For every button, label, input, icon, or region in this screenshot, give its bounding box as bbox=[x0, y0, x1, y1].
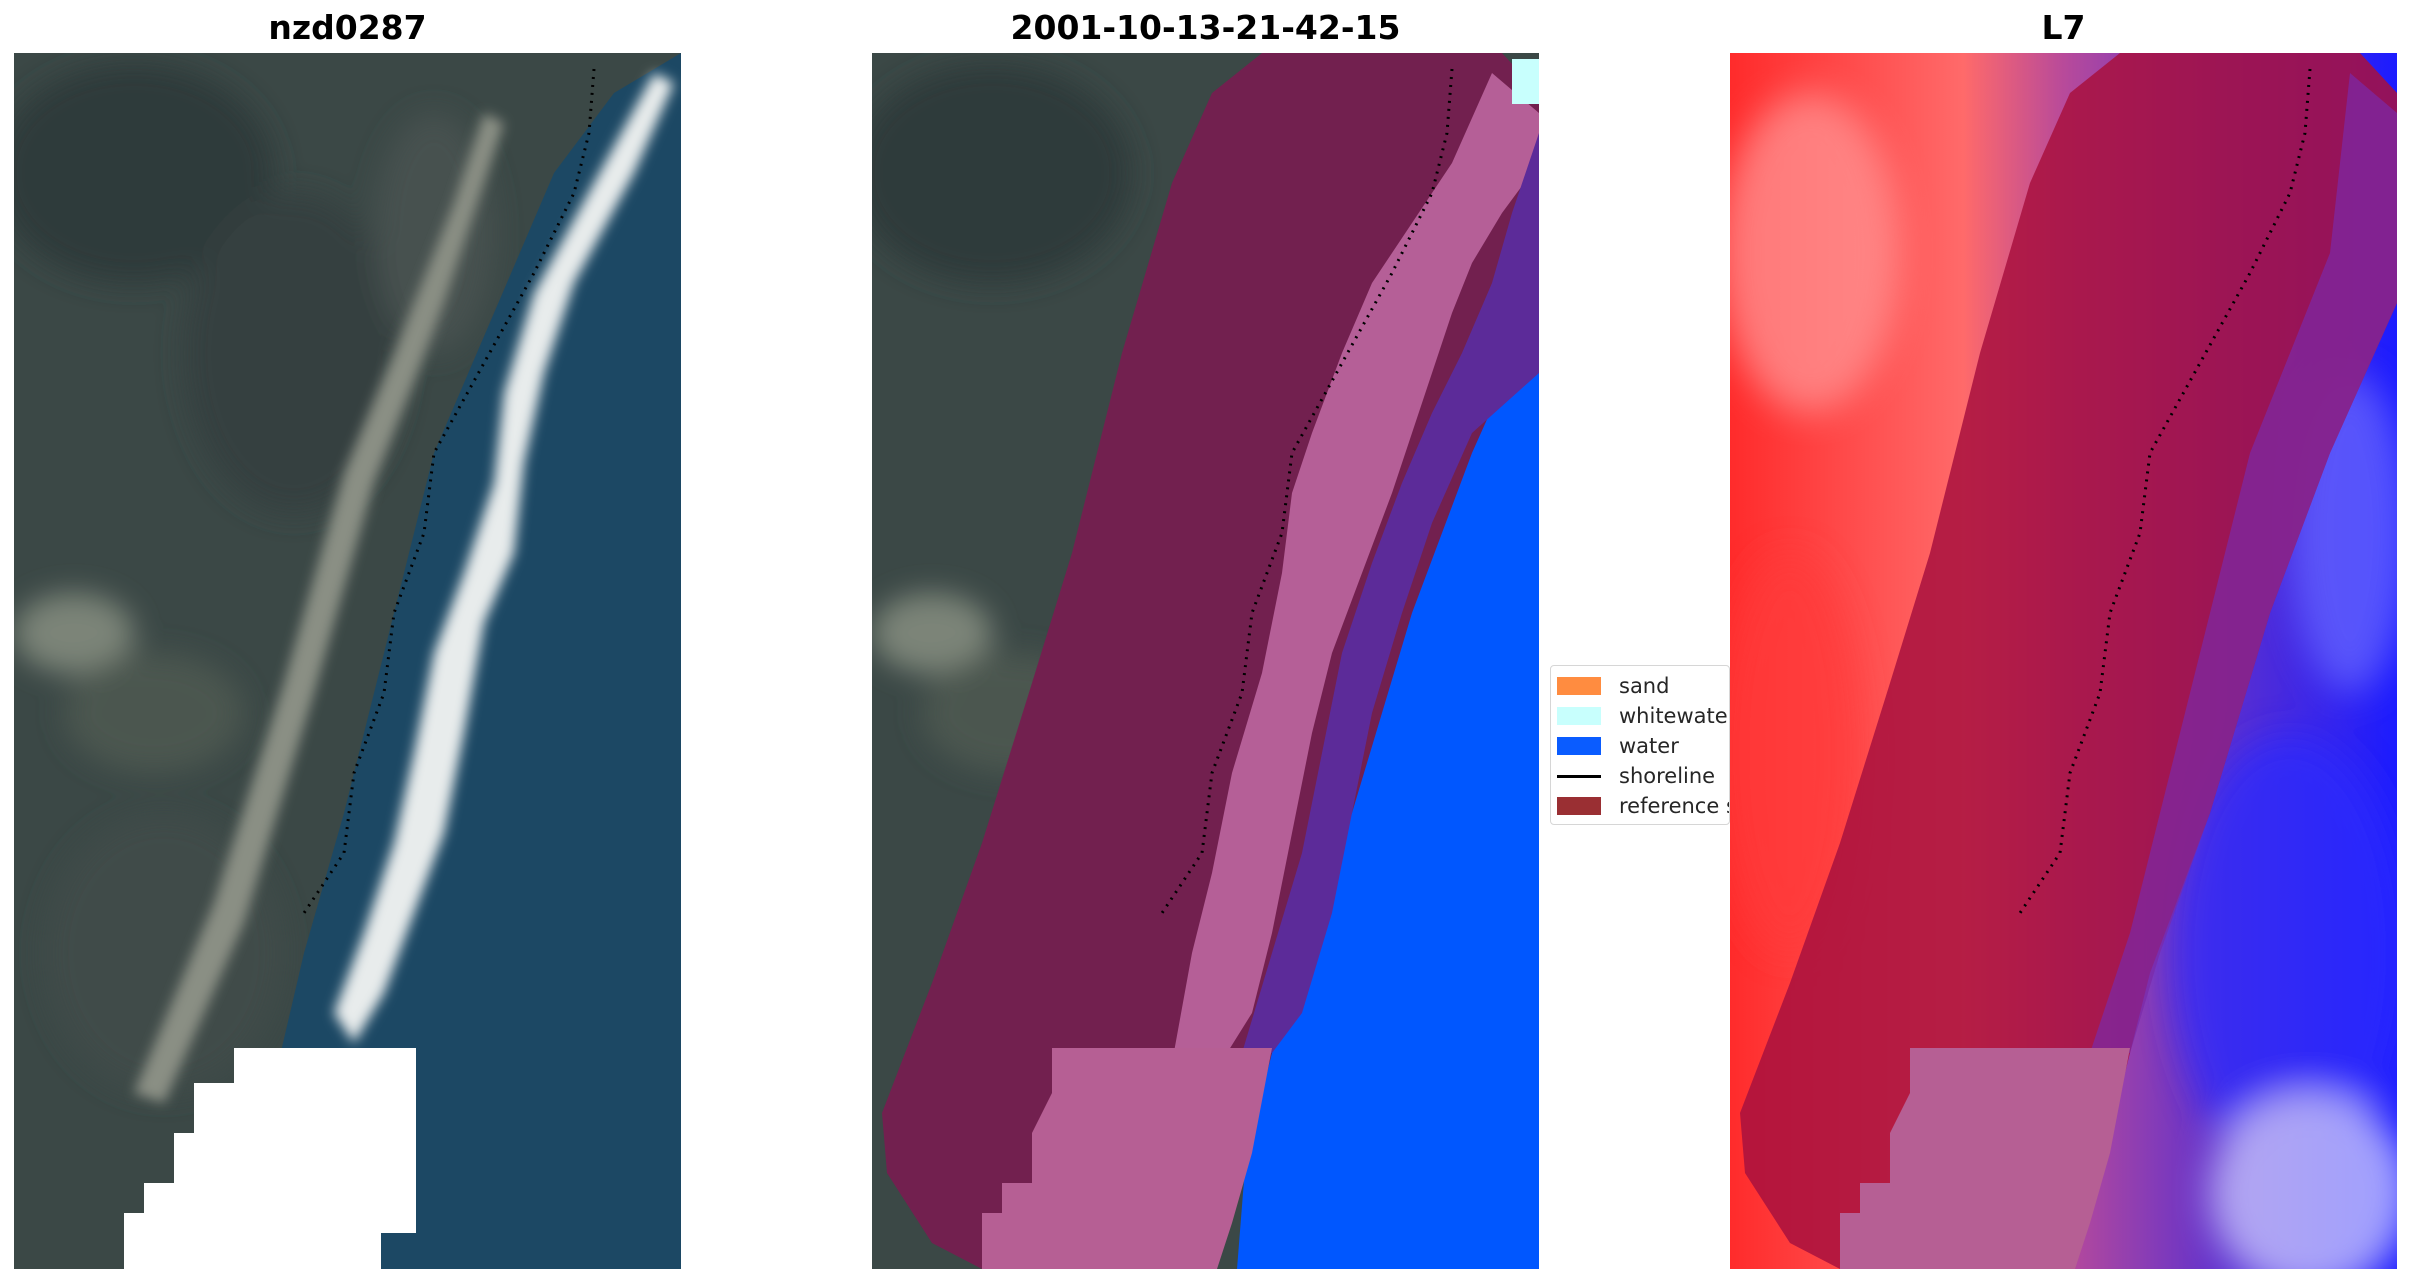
legend: sand whitewater water shoreline referenc… bbox=[1550, 665, 1730, 825]
panel-title-3: L7 bbox=[2041, 8, 2086, 47]
whitewater-class-region bbox=[1172, 73, 1539, 1063]
classified-image-panel bbox=[872, 53, 1539, 1269]
buffer-lower-block bbox=[982, 1048, 1272, 1269]
legend-label: whitewater bbox=[1619, 704, 1730, 728]
panel-title-2: 2001-10-13-21-42-15 bbox=[1010, 8, 1401, 47]
water-swatch bbox=[1557, 737, 1601, 755]
legend-item-reference-buffer: reference shoreline buffer bbox=[1557, 793, 1729, 819]
rgb-image bbox=[14, 53, 681, 1269]
reference-buffer bbox=[1740, 53, 2397, 1269]
sand-strip bbox=[134, 113, 504, 1103]
probability-map-panel bbox=[1730, 53, 2397, 1269]
classified-image bbox=[872, 53, 1539, 1269]
shallow-water-region bbox=[1242, 133, 1539, 1053]
whitewater-texture bbox=[334, 73, 674, 1043]
sand-swatch bbox=[1557, 677, 1601, 695]
nodata-mask bbox=[124, 1048, 416, 1269]
buffer-purple-band bbox=[2090, 73, 2397, 1053]
legend-item-shoreline: shoreline bbox=[1557, 763, 1715, 789]
legend-label: shoreline bbox=[1619, 764, 1716, 788]
shoreline-line-swatch bbox=[1557, 774, 1601, 778]
legend-item-whitewater: whitewater bbox=[1557, 703, 1730, 729]
rgb-image-panel bbox=[14, 53, 681, 1269]
whitewater-corner bbox=[1512, 59, 1539, 104]
legend-item-sand: sand bbox=[1557, 673, 1669, 699]
probability-map bbox=[1730, 53, 2397, 1269]
legend-label: water bbox=[1619, 734, 1679, 758]
reference-buffer-swatch bbox=[1557, 797, 1601, 815]
legend-label: reference shoreline buffer bbox=[1619, 794, 1729, 818]
water-class-region bbox=[1237, 343, 1539, 1269]
legend-label: sand bbox=[1619, 674, 1670, 698]
legend-item-water: water bbox=[1557, 733, 1679, 759]
whitewater-swatch bbox=[1557, 707, 1601, 725]
buffer-lower-block bbox=[1840, 1048, 2130, 1269]
panel-title-1: nzd0287 bbox=[268, 8, 427, 47]
